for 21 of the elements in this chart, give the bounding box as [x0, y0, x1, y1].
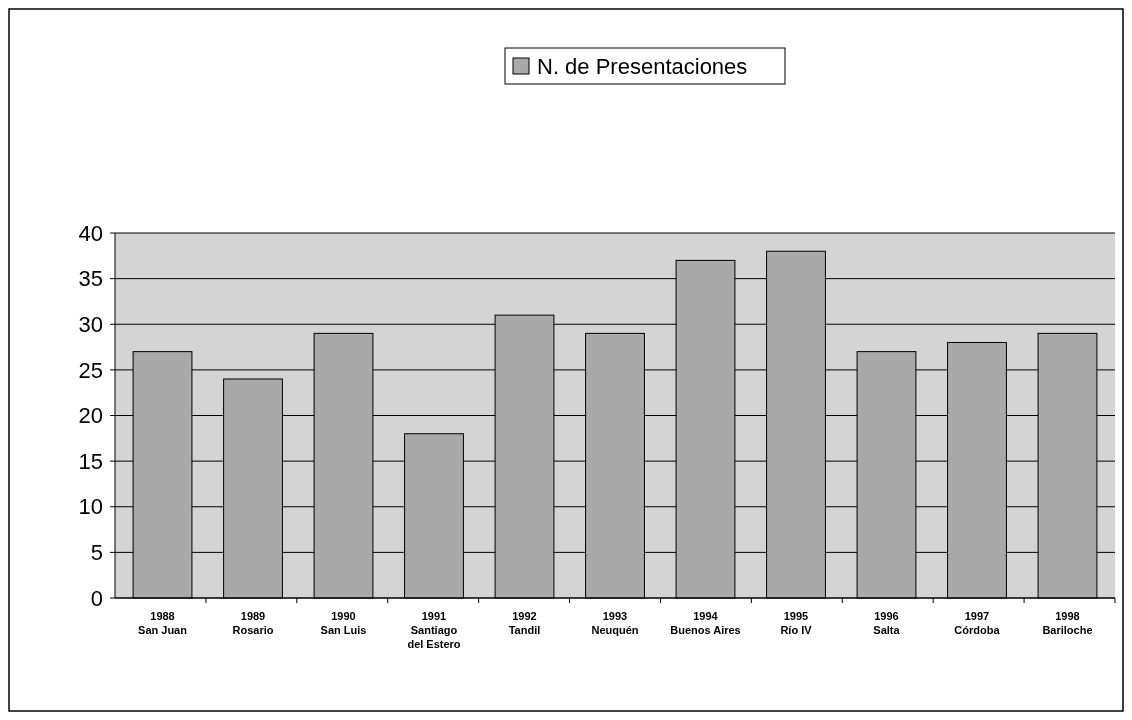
y-tick-label: 25 [78, 357, 103, 383]
x-tick-label: 1992 Tandil [508, 610, 541, 636]
y-tick-label: 35 [78, 266, 103, 292]
y-tick-label: 10 [78, 494, 103, 520]
y-tick-label: 5 [90, 540, 103, 566]
y-tick-label: 0 [90, 585, 103, 611]
y-tick-label: 40 [78, 220, 103, 246]
x-tick-label: 1994 Buenos Aires [670, 610, 741, 636]
x-tick-label: 1988 San Juan [138, 610, 188, 636]
x-tick-label: 1991 Santiago del Estero [407, 610, 461, 650]
x-tick-label: 1996 Salta [873, 610, 901, 636]
y-tick-label: 20 [78, 403, 103, 429]
x-tick-label: 1989 Rosario [232, 610, 274, 636]
y-tick-label: 15 [78, 448, 103, 474]
x-tick-label: 1997 Córdoba [954, 610, 1001, 636]
x-tick-label: 1990 San Luis [320, 610, 367, 636]
x-tick-label: 1995 Río IV [780, 610, 813, 636]
x-tick-label: 1993 Neuquén [591, 610, 639, 636]
legend-label: N. de Presentaciones [537, 53, 748, 79]
x-tick-label: 1998 Bariloche [1042, 610, 1093, 636]
y-tick-label: 30 [78, 311, 103, 337]
